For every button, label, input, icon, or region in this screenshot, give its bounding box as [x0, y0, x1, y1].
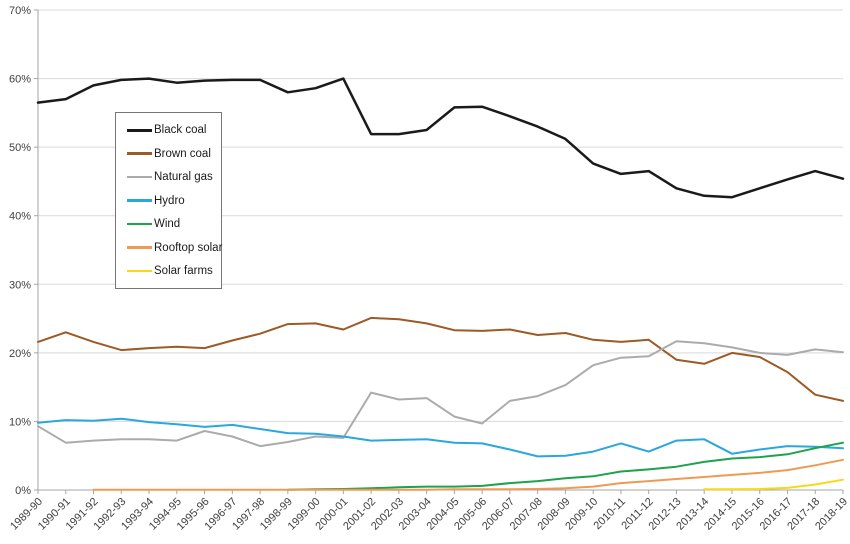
legend-item-hydro: Hydro	[127, 195, 215, 207]
series-line-rooftop-solar	[92, 458, 844, 491]
legend-label-wind: Wind	[154, 218, 181, 230]
legend-item-natural-gas: Natural gas	[127, 171, 215, 183]
legend-swatch-brown-coal	[127, 152, 152, 155]
legend-swatch-wind	[127, 222, 152, 226]
legend-swatch-rooftop-solar	[127, 246, 152, 249]
legend-item-brown-coal: Brown coal	[127, 148, 215, 160]
y-axis-label: 30%	[9, 279, 31, 291]
y-axis-label: 60%	[9, 74, 31, 86]
legend-item-solar-farms: Solar farms	[127, 265, 215, 277]
series-line-solar-farms	[703, 478, 844, 491]
y-axis-label: 10%	[9, 416, 31, 428]
series-line-wind	[286, 441, 844, 491]
legend-swatch-natural-gas	[127, 175, 152, 179]
legend-label-rooftop-solar: Rooftop solar	[154, 241, 223, 254]
y-axis-label: 70%	[9, 5, 31, 17]
legend-label-natural-gas: Natural gas	[154, 171, 213, 183]
y-axis-label: 40%	[9, 211, 31, 223]
legend-item-black-coal: Black coal	[127, 124, 215, 136]
legend-swatch-black-coal	[127, 128, 152, 132]
legend-item-rooftop-solar: Rooftop solar	[127, 242, 222, 254]
y-axis-label: 50%	[9, 142, 31, 154]
series-line-black-coal	[36, 77, 845, 199]
legend-swatch-hydro	[127, 199, 152, 202]
legend-item-wind: Wind	[127, 218, 215, 230]
y-axis-label: 20%	[9, 348, 31, 360]
series-line-hydro	[37, 417, 844, 458]
legend-label-hydro: Hydro	[154, 194, 185, 207]
legend-label-solar-farms: Solar farms	[154, 265, 213, 277]
legend-swatch-solar-farms	[127, 269, 152, 273]
y-axis-label: 0%	[15, 485, 31, 497]
legend-label-brown-coal: Brown coal	[154, 147, 211, 160]
series-line-natural-gas	[37, 340, 844, 448]
legend-label-black-coal: Black coal	[154, 124, 207, 136]
series-line-brown-coal	[37, 316, 844, 402]
chart-legend: Black coal Brown coal Natural gas Hydro Wind…	[115, 112, 222, 289]
